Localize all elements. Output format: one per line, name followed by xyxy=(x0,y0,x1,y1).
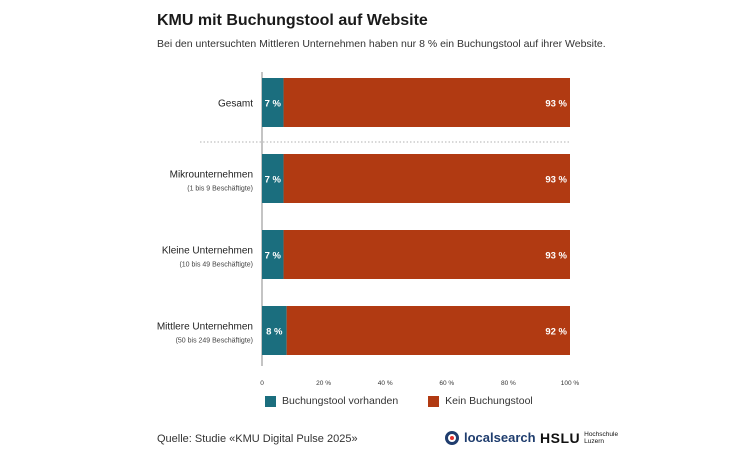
x-tick-label-1: 20 % xyxy=(316,380,331,387)
bar-kein-0 xyxy=(283,78,570,127)
x-tick-label-4: 80 % xyxy=(501,380,516,387)
legend-label-vorhanden: Buchungstool vorhanden xyxy=(282,395,399,407)
bar-kein-1 xyxy=(283,154,570,203)
source-note: Quelle: Studie «KMU Digital Pulse 2025» xyxy=(157,433,358,445)
localsearch-logo: localsearch xyxy=(445,430,536,445)
data-label-kein-2: 93 % xyxy=(545,251,567,262)
legend-label-kein: Kein Buchungstool xyxy=(445,395,533,407)
legend-swatch-vorhanden xyxy=(265,395,276,407)
legend-item-kein: Kein Buchungstool xyxy=(428,395,533,407)
data-label-kein-3: 92 % xyxy=(545,327,567,338)
localsearch-icon xyxy=(445,430,459,445)
category-sublabel-3: (50 bis 249 Beschäftigte) xyxy=(176,338,253,345)
bar-vorhanden-3 xyxy=(262,306,287,355)
data-label-kein-0: 93 % xyxy=(545,99,567,110)
x-tick-label-5: 100 % xyxy=(561,380,580,387)
chart-title: KMU mit Buchungstool auf Website xyxy=(157,12,428,29)
data-label-vorhanden-0: 7 % xyxy=(265,99,282,110)
hslu-sub-line1: Hochschule xyxy=(584,431,619,438)
chart-subtitle: Bei den untersuchten Mittleren Unternehm… xyxy=(157,38,606,50)
legend: Buchungstool vorhanden Kein Buchungstool xyxy=(265,395,563,407)
bar-kein-2 xyxy=(283,230,570,279)
localsearch-logo-text: localsearch xyxy=(464,430,536,445)
hslu-logo: HSLU Hochschule Luzern xyxy=(540,430,618,446)
category-label-2: Kleine Unternehmen xyxy=(162,246,253,257)
category-label-1: Mikrounternehmen xyxy=(170,170,253,181)
category-sublabel-2: (10 bis 49 Beschäftigte) xyxy=(179,262,253,269)
category-label-0: Gesamt xyxy=(218,99,253,110)
data-label-kein-1: 93 % xyxy=(545,175,567,186)
data-label-vorhanden-3: 8 % xyxy=(266,327,283,338)
bar-kein-3 xyxy=(286,306,570,355)
stacked-bar-chart: 7 % 93 % Gesamt 7 % 93 % Mikrounternehmen (1 b… xyxy=(157,72,580,387)
legend-swatch-kein xyxy=(428,395,440,407)
bar-vorhanden-0 xyxy=(262,78,284,127)
data-label-vorhanden-1: 7 % xyxy=(265,175,282,186)
category-label-3: Mittlere Unternehmen xyxy=(157,322,253,333)
data-label-vorhanden-2: 7 % xyxy=(265,251,282,262)
legend-item-vorhanden: Buchungstool vorhanden xyxy=(265,395,398,407)
bar-vorhanden-1 xyxy=(262,154,284,203)
x-tick-label-3: 60 % xyxy=(439,380,454,387)
x-tick-label-2: 40 % xyxy=(378,380,393,387)
x-tick-label-0: 0 xyxy=(260,380,264,387)
hslu-sub-line2: Luzern xyxy=(584,438,604,445)
hslu-logo-text: HSLU xyxy=(540,430,581,446)
bar-vorhanden-2 xyxy=(262,230,284,279)
hslu-logo-subtext: Hochschule Luzern xyxy=(584,431,618,445)
category-sublabel-1: (1 bis 9 Beschäftigte) xyxy=(187,186,253,193)
